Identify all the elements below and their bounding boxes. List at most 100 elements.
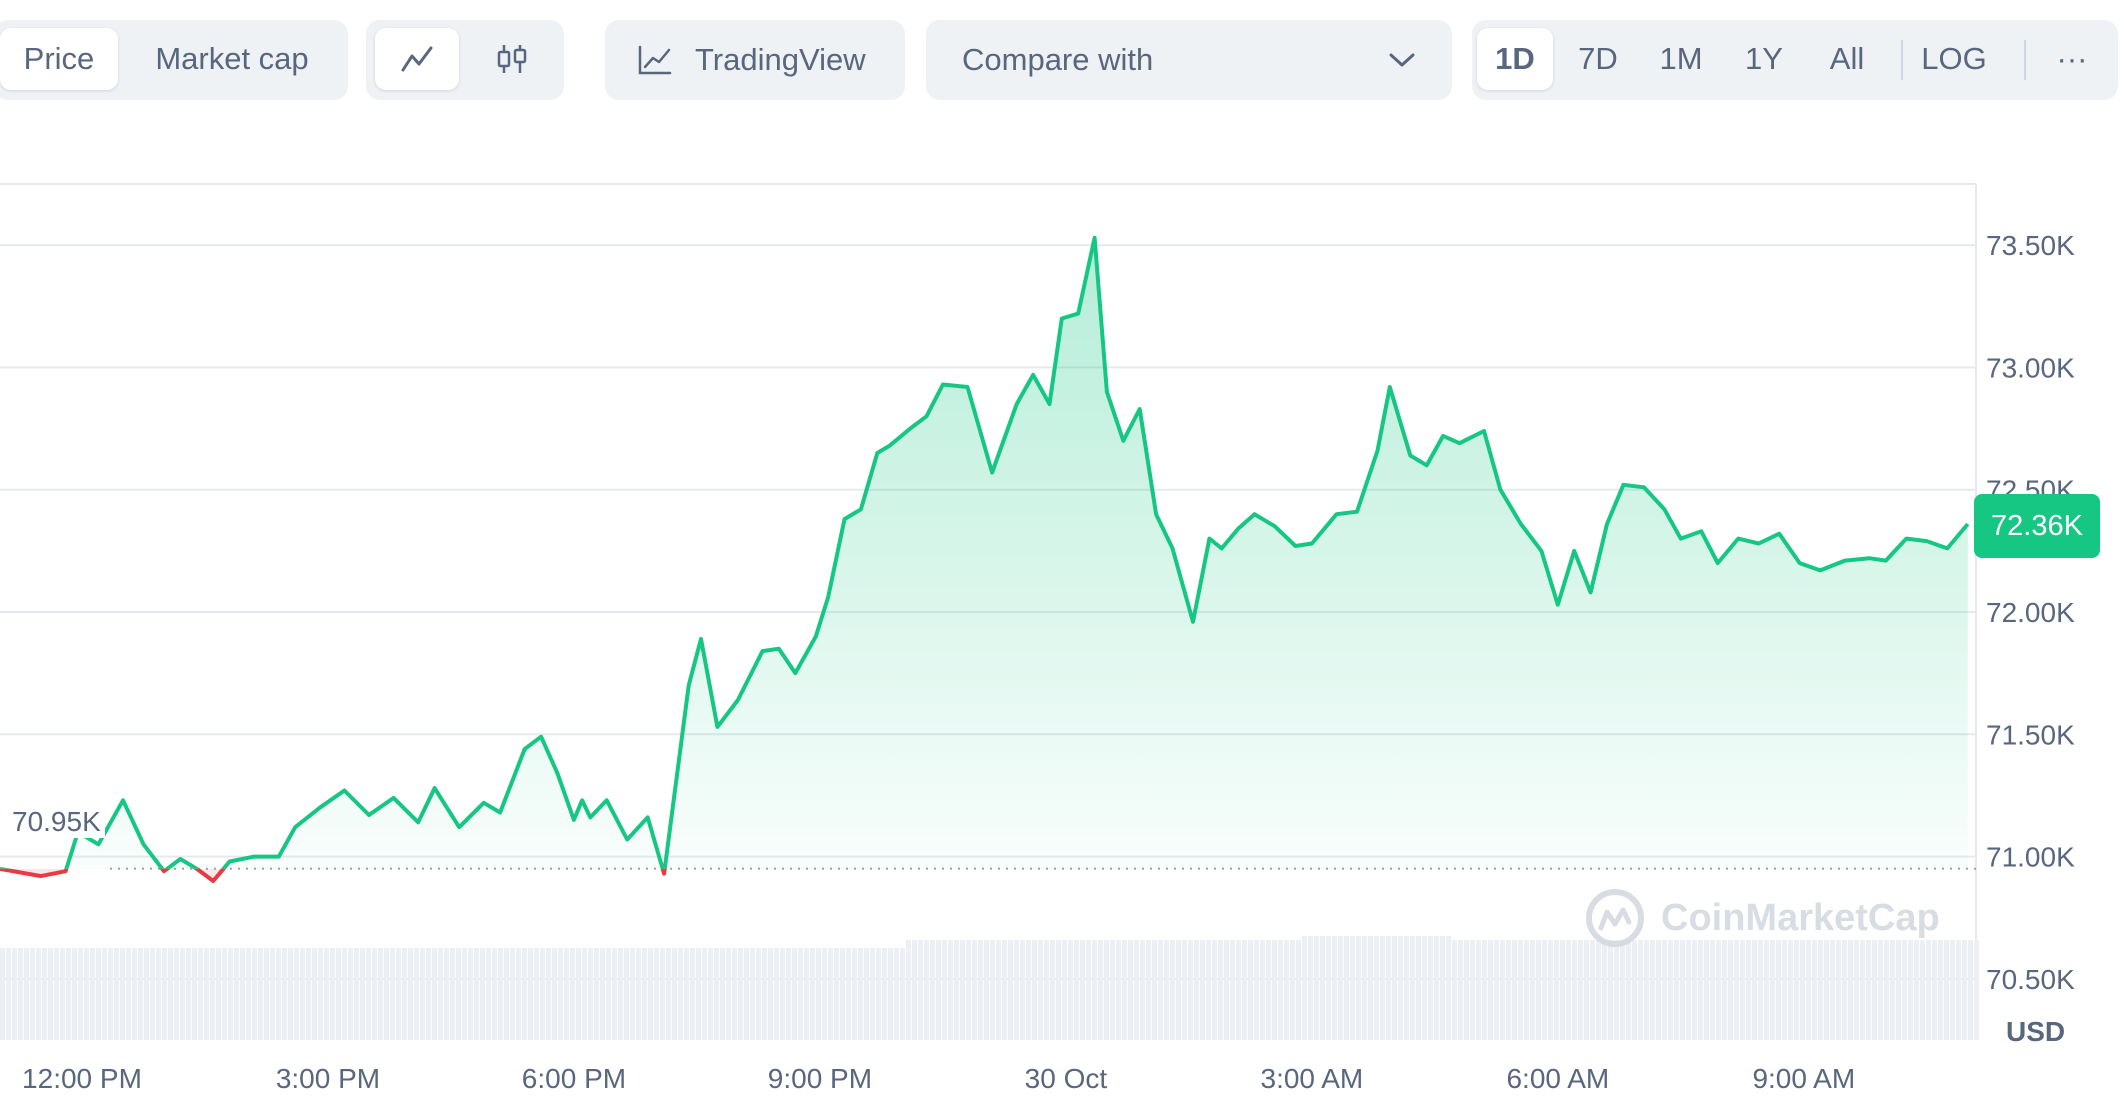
volume-bar bbox=[774, 948, 779, 1040]
volume-bar bbox=[132, 948, 137, 1040]
volume-bar bbox=[1242, 940, 1247, 1040]
volume-bar bbox=[1824, 940, 1829, 1040]
volume-bar bbox=[1608, 940, 1613, 1040]
volume-bar bbox=[1458, 940, 1463, 1040]
volume-bar bbox=[1782, 940, 1787, 1040]
volume-bar bbox=[984, 940, 989, 1040]
volume-bar bbox=[564, 948, 569, 1040]
watermark-text: CoinMarketCap bbox=[1661, 896, 1940, 939]
range-1d-button[interactable]: 1D bbox=[1477, 28, 1553, 90]
volume-bar bbox=[1662, 940, 1667, 1040]
volume-bar bbox=[876, 948, 881, 1040]
range-1m-button[interactable]: 1M bbox=[1643, 28, 1719, 90]
volume-bar bbox=[1884, 940, 1889, 1040]
volume-bar bbox=[1830, 940, 1835, 1040]
range-label: 1D bbox=[1495, 41, 1535, 76]
more-options-button[interactable]: ··· bbox=[2034, 28, 2110, 90]
volume-bar bbox=[1854, 940, 1859, 1040]
volume-bar bbox=[978, 940, 983, 1040]
price-tab[interactable]: Price bbox=[0, 28, 118, 90]
volume-bar bbox=[108, 948, 113, 1040]
volume-bar bbox=[492, 948, 497, 1040]
volume-bar bbox=[252, 948, 257, 1040]
volume-bar bbox=[1182, 940, 1187, 1040]
volume-bar bbox=[156, 948, 161, 1040]
volume-bar bbox=[432, 948, 437, 1040]
volume-bar bbox=[1428, 936, 1433, 1040]
volume-bar bbox=[1086, 940, 1091, 1040]
volume-bar bbox=[1230, 940, 1235, 1040]
range-label: 1Y bbox=[1745, 41, 1783, 76]
volume-bar bbox=[966, 940, 971, 1040]
volume-bar bbox=[264, 948, 269, 1040]
volume-bar bbox=[672, 948, 677, 1040]
range-7d-button[interactable]: 7D bbox=[1560, 28, 1636, 90]
volume-bar bbox=[1560, 940, 1565, 1040]
volume-bar bbox=[396, 948, 401, 1040]
line-chart-button[interactable] bbox=[375, 28, 459, 90]
volume-bar bbox=[408, 948, 413, 1040]
volume-bar bbox=[666, 948, 671, 1040]
x-tick-label: 9:00 PM bbox=[768, 1063, 872, 1094]
volume-bar bbox=[810, 948, 815, 1040]
volume-bar bbox=[1572, 940, 1577, 1040]
candlestick-chart-icon bbox=[497, 45, 527, 73]
market-cap-tab[interactable]: Market cap bbox=[134, 28, 330, 90]
log-scale-button[interactable]: LOG bbox=[1910, 28, 1998, 90]
y-tick-label: 73.50K bbox=[1986, 230, 2075, 261]
volume-bar bbox=[954, 940, 959, 1040]
volume-bar bbox=[1908, 940, 1913, 1040]
range-label: 1M bbox=[1659, 41, 1703, 76]
volume-bar bbox=[1446, 936, 1451, 1040]
price-area bbox=[0, 237, 1968, 881]
volume-bar bbox=[510, 948, 515, 1040]
volume-bar bbox=[18, 948, 23, 1040]
volume-bar bbox=[1656, 940, 1661, 1040]
compare-with-dropdown[interactable]: Compare with bbox=[926, 20, 1452, 100]
volume-bar bbox=[1146, 940, 1151, 1040]
volume-bar bbox=[1314, 936, 1319, 1040]
volume-bar bbox=[822, 948, 827, 1040]
volume-bar bbox=[318, 948, 323, 1040]
volume-bar bbox=[438, 948, 443, 1040]
volume-bar bbox=[1584, 940, 1589, 1040]
volume-bar bbox=[960, 940, 965, 1040]
volume-bar bbox=[306, 948, 311, 1040]
volume-bar bbox=[1272, 940, 1277, 1040]
volume-bar bbox=[792, 948, 797, 1040]
volume-bar bbox=[642, 948, 647, 1040]
volume-bar bbox=[354, 948, 359, 1040]
volume-bar bbox=[324, 948, 329, 1040]
volume-bar bbox=[1386, 936, 1391, 1040]
volume-bar bbox=[1698, 940, 1703, 1040]
tradingview-button[interactable]: TradingView bbox=[605, 20, 905, 100]
volume-bar bbox=[906, 940, 911, 1040]
volume-bar bbox=[708, 948, 713, 1040]
volume-bar bbox=[1668, 940, 1673, 1040]
price-tab-label: Price bbox=[23, 41, 95, 76]
volume-bar bbox=[1620, 940, 1625, 1040]
volume-bar bbox=[924, 940, 929, 1040]
volume-bar bbox=[1116, 940, 1121, 1040]
volume-bar bbox=[66, 948, 71, 1040]
volume-bar bbox=[1122, 940, 1127, 1040]
volume-bar bbox=[1014, 940, 1019, 1040]
volume-bar bbox=[1836, 940, 1841, 1040]
candlestick-chart-button[interactable] bbox=[470, 28, 554, 90]
volume-bar bbox=[1746, 940, 1751, 1040]
volume-bar bbox=[1602, 940, 1607, 1040]
volume-bar bbox=[546, 948, 551, 1040]
metric-toggle-group: Price Market cap bbox=[0, 20, 348, 100]
volume-bar bbox=[972, 940, 977, 1040]
tradingview-icon bbox=[638, 45, 672, 75]
volume-bar bbox=[1764, 940, 1769, 1040]
volume-bar bbox=[576, 948, 581, 1040]
range-1y-button[interactable]: 1Y bbox=[1726, 28, 1802, 90]
volume-bar bbox=[48, 948, 53, 1040]
volume-bar bbox=[228, 948, 233, 1040]
volume-bar bbox=[1566, 940, 1571, 1040]
range-all-button[interactable]: All bbox=[1809, 28, 1885, 90]
x-tick-label: 3:00 PM bbox=[276, 1063, 380, 1094]
volume-bar bbox=[1110, 940, 1115, 1040]
